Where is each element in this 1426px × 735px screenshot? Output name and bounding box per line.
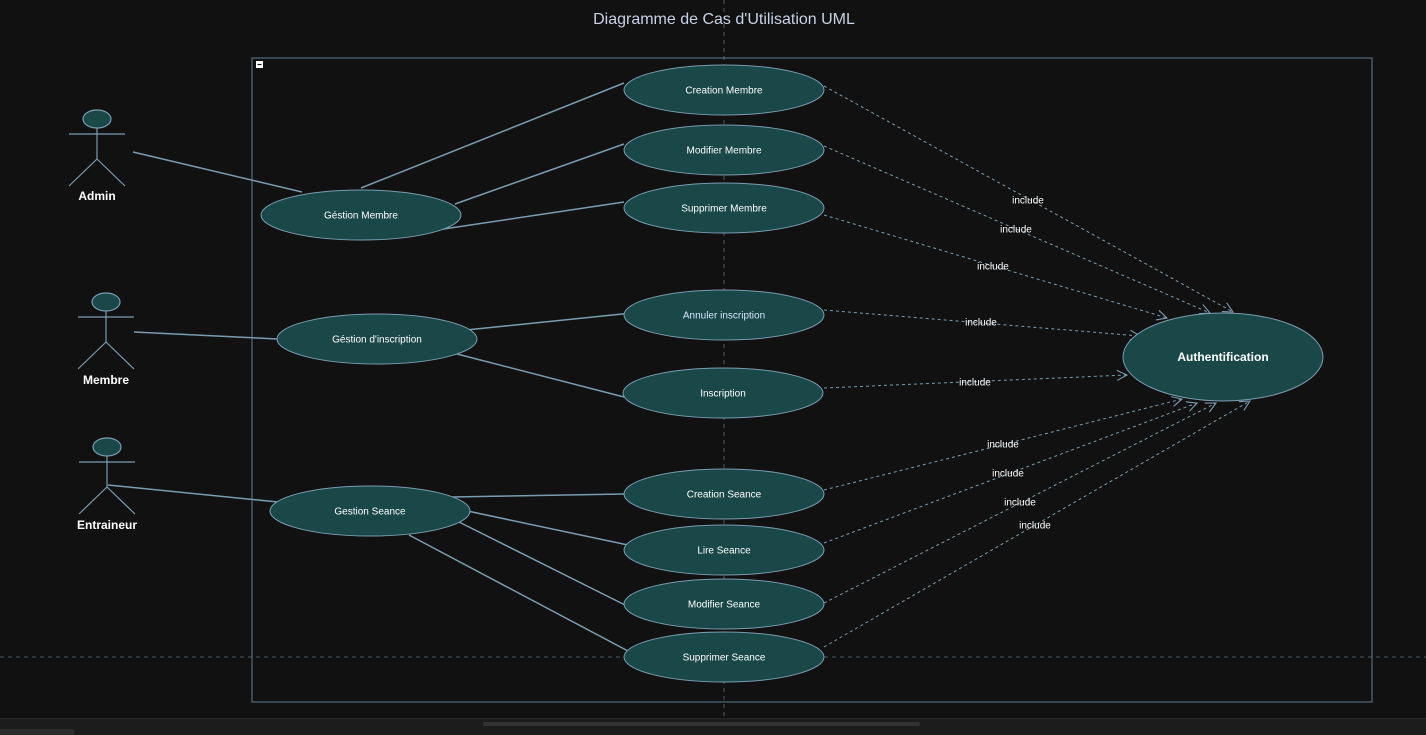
association-admin-gestion-membre[interactable] — [132, 151, 303, 193]
use-case-ellipse[interactable] — [623, 578, 825, 630]
include-label: include — [992, 469, 1024, 480]
use-case-label: Annuler inscription — [683, 311, 765, 322]
include-label: include — [1000, 225, 1032, 236]
use-case-label: Modifier Seance — [688, 600, 761, 611]
association-gestion-inscription-inscription[interactable] — [456, 353, 625, 398]
actor-label: Entraineur — [77, 518, 137, 532]
use-case-label: Gestion Seance — [334, 507, 406, 518]
horizontal-scrollbar[interactable] — [0, 718, 1426, 735]
association-gestion-seance-lire-seance[interactable] — [457, 508, 629, 546]
include-arrow[interactable] — [823, 401, 1250, 648]
actor-membre[interactable]: Membre — [77, 292, 135, 387]
use-case-creation-seance[interactable]: Creation Seance — [623, 468, 825, 520]
actor-label: Membre — [83, 373, 129, 387]
association-relationships — [107, 82, 633, 652]
use-case-creation-membre[interactable]: Creation Membre — [623, 64, 825, 116]
use-case-authentification[interactable]: Authentification — [1122, 312, 1324, 402]
association-gestion-inscription-annuler-inscription[interactable] — [465, 312, 633, 331]
include-label: include — [1019, 521, 1051, 532]
use-case-annuler-inscription[interactable]: Annuler inscription — [623, 289, 825, 341]
use-case-ellipse[interactable] — [276, 313, 478, 365]
actor-label: Admin — [78, 189, 115, 203]
use-case-label: Inscription — [700, 389, 746, 400]
use-cases: Géstion Membre Géstion d'inscription Gesti… — [260, 64, 1324, 683]
use-case-supprimer-membre[interactable]: Supprimer Membre — [623, 182, 825, 234]
association-gestion-membre-creation-membre[interactable] — [360, 82, 625, 189]
association-gestion-seance-modifier-seance[interactable] — [458, 521, 632, 609]
use-case-label: Creation Membre — [685, 86, 763, 97]
use-case-lire-seance[interactable]: Lire Seance — [623, 524, 825, 576]
use-case-gestion-membre[interactable]: Géstion Membre — [260, 189, 462, 241]
use-case-ellipse[interactable] — [622, 367, 824, 419]
use-case-inscription[interactable]: Inscription — [622, 367, 824, 419]
use-case-supprimer-seance[interactable]: Supprimer Seance — [623, 631, 825, 683]
include-creation-membre[interactable]: include — [823, 85, 1233, 312]
include-arrow[interactable] — [823, 399, 1182, 491]
include-modifier-seance[interactable]: include — [823, 403, 1216, 604]
actor-figure-icon[interactable] — [68, 109, 126, 187]
actors: Admin Membre Entraineur — [68, 109, 137, 532]
use-case-label: Creation Seance — [687, 490, 762, 501]
use-case-gestion-inscription[interactable]: Géstion d'inscription — [276, 313, 478, 365]
use-case-modifier-seance[interactable]: Modifier Seance — [623, 578, 825, 630]
include-arrow[interactable] — [823, 145, 1210, 313]
use-case-modifier-membre[interactable]: Modifier Membre — [623, 124, 825, 176]
use-case-label: Authentification — [1177, 350, 1268, 364]
use-case-ellipse[interactable] — [623, 524, 825, 576]
use-case-ellipse[interactable] — [623, 468, 825, 520]
actor-figure-icon[interactable] — [78, 437, 136, 515]
use-case-ellipse[interactable] — [623, 289, 825, 341]
actor-entraineur[interactable]: Entraineur — [77, 437, 137, 532]
use-case-label: Supprimer Membre — [681, 204, 767, 215]
use-case-ellipse[interactable] — [623, 124, 825, 176]
include-arrow[interactable] — [823, 403, 1216, 604]
include-label: include — [977, 262, 1009, 273]
scrollbar-thumb[interactable] — [483, 722, 920, 726]
include-arrow[interactable] — [823, 403, 1197, 544]
use-case-ellipse[interactable] — [623, 64, 825, 116]
include-supprimer-membre[interactable]: include — [823, 214, 1167, 318]
association-gestion-membre-supprimer-membre[interactable] — [436, 201, 625, 231]
use-case-ellipse[interactable] — [1122, 312, 1324, 402]
association-gestion-seance-creation-seance[interactable] — [451, 493, 625, 498]
include-label: include — [1012, 196, 1044, 207]
include-lire-seance[interactable]: include — [823, 403, 1197, 544]
actor-figure-icon[interactable] — [77, 292, 135, 370]
association-gestion-membre-modifier-membre[interactable] — [454, 143, 625, 205]
use-case-ellipse[interactable] — [269, 485, 471, 537]
include-creation-seance[interactable]: include — [823, 399, 1182, 491]
include-annuler-inscription[interactable]: include — [823, 309, 1140, 336]
use-case-label: Supprimer Seance — [683, 653, 766, 664]
include-label: include — [965, 318, 997, 329]
include-label: include — [1004, 498, 1036, 509]
use-case-gestion-seance[interactable]: Gestion Seance — [269, 485, 471, 537]
use-case-label: Géstion Membre — [324, 211, 398, 222]
include-supprimer-seance[interactable]: include — [823, 401, 1250, 648]
use-case-ellipse[interactable] — [623, 182, 825, 234]
include-label: include — [987, 440, 1019, 451]
collapse-toggle-icon[interactable] — [256, 61, 263, 68]
include-arrow[interactable] — [823, 375, 1127, 389]
actor-admin[interactable]: Admin — [68, 109, 126, 203]
include-arrow[interactable] — [823, 309, 1140, 336]
use-case-label: Modifier Membre — [686, 146, 761, 157]
use-case-ellipse[interactable] — [623, 631, 825, 683]
use-case-label: Lire Seance — [697, 546, 751, 557]
include-modifier-membre[interactable]: include — [823, 145, 1210, 313]
include-label: include — [959, 378, 991, 389]
association-gestion-seance-supprimer-seance[interactable] — [408, 534, 629, 652]
use-case-ellipse[interactable] — [260, 189, 462, 241]
include-relationships: include include include include include inclu… — [823, 85, 1250, 648]
association-membre-gestion-inscription[interactable] — [133, 331, 279, 340]
system-boundary[interactable] — [251, 57, 1373, 703]
association-entraineur-gestion-seance[interactable] — [107, 484, 279, 503]
use-case-label: Géstion d'inscription — [332, 335, 422, 346]
scrollbar-corner-tab[interactable] — [0, 729, 74, 735]
diagram-title: Diagramme de Cas d'Utilisation UML — [593, 11, 855, 28]
include-inscription[interactable]: include — [823, 375, 1127, 389]
